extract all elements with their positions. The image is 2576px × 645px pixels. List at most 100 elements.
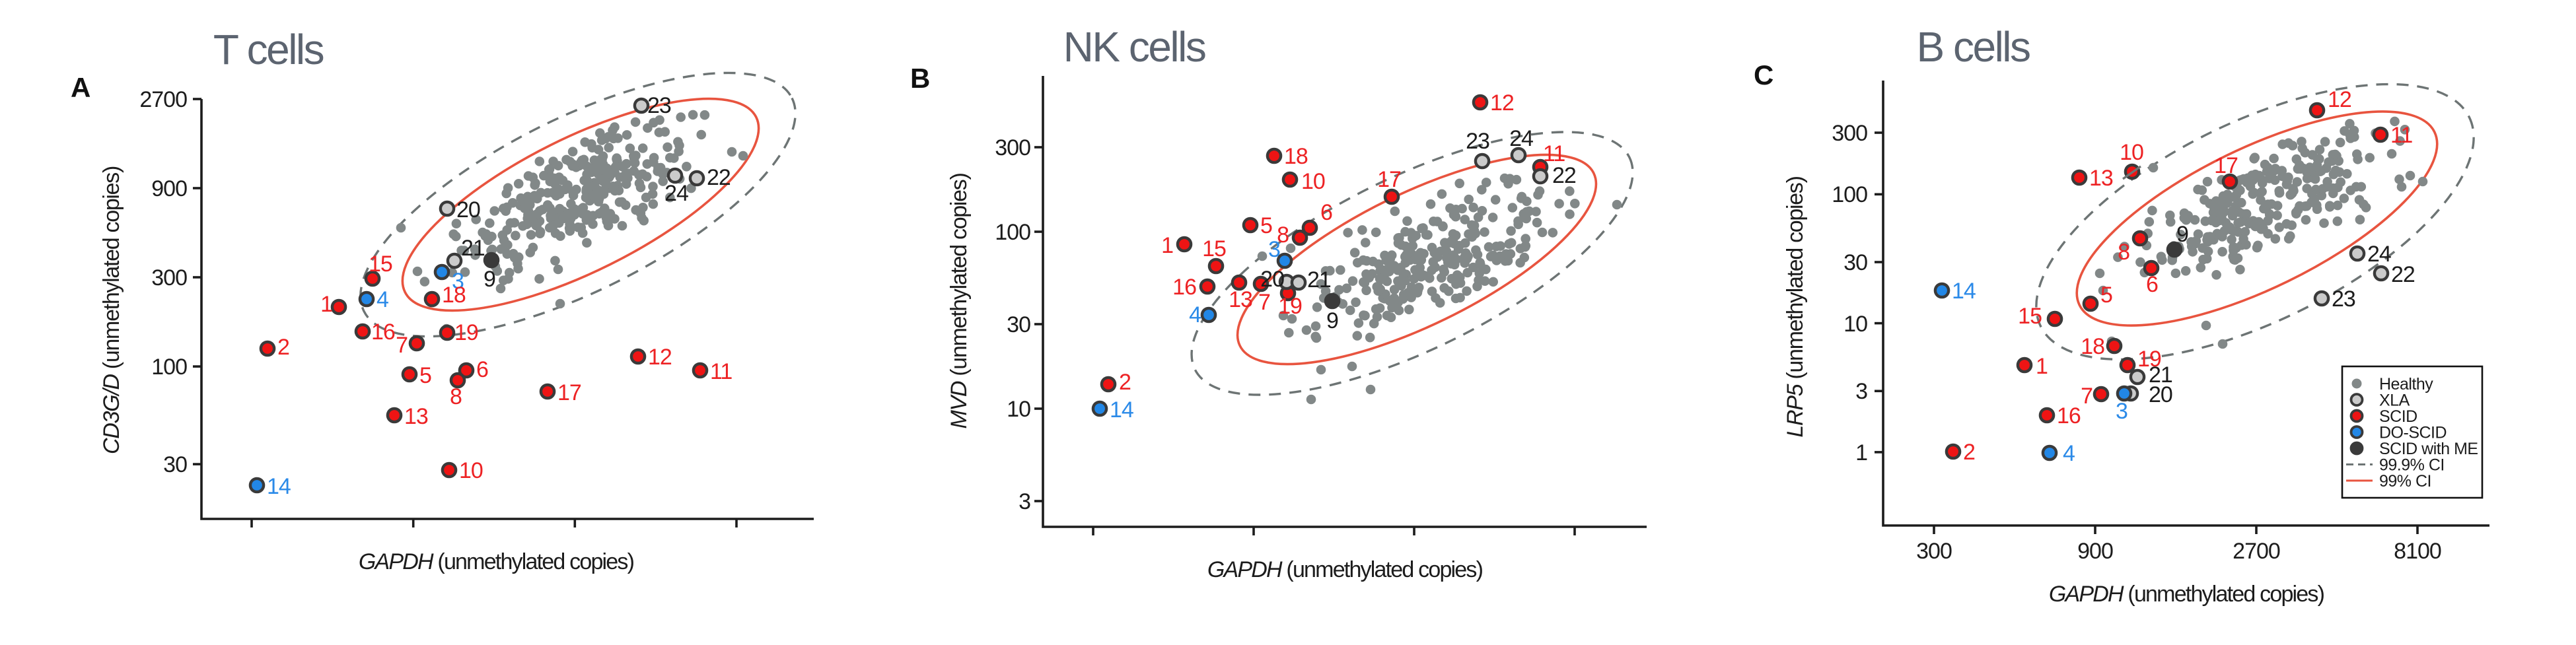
svg-text:17: 17 <box>2214 153 2238 178</box>
svg-text:7: 7 <box>1258 290 1270 315</box>
svg-text:300: 300 <box>995 135 1030 160</box>
svg-text:1: 1 <box>1855 440 1867 465</box>
svg-text:17: 17 <box>557 380 581 405</box>
svg-text:99% CI: 99% CI <box>2379 472 2431 491</box>
svg-text:10: 10 <box>1301 169 1325 194</box>
svg-text:10: 10 <box>1843 312 1867 337</box>
svg-text:SCID with ME: SCID with ME <box>2379 440 2478 458</box>
svg-text:GAPDH (unmethylated copies): GAPDH (unmethylated copies) <box>1207 557 1483 582</box>
svg-text:6: 6 <box>476 357 488 382</box>
svg-text:16: 16 <box>1172 275 1196 300</box>
svg-text:100: 100 <box>151 355 187 380</box>
svg-text:10: 10 <box>2120 140 2143 165</box>
svg-text:9: 9 <box>483 267 495 292</box>
svg-text:100: 100 <box>995 220 1030 245</box>
svg-text:9: 9 <box>1326 308 1338 333</box>
svg-text:MVD (unmethylated copies): MVD (unmethylated copies) <box>947 173 972 428</box>
svg-text:4: 4 <box>376 287 388 312</box>
svg-text:22: 22 <box>1552 163 1576 188</box>
svg-text:18: 18 <box>442 283 466 308</box>
svg-text:24: 24 <box>2367 242 2391 267</box>
svg-text:12: 12 <box>2328 87 2351 112</box>
svg-text:13: 13 <box>2089 166 2113 191</box>
svg-text:6: 6 <box>2146 272 2158 297</box>
svg-text:1: 1 <box>1161 233 1173 258</box>
svg-text:21: 21 <box>461 236 485 261</box>
svg-text:2: 2 <box>1119 370 1131 395</box>
svg-text:17: 17 <box>1377 167 1401 192</box>
svg-text:5: 5 <box>419 363 431 388</box>
svg-text:GAPDH (unmethylated copies): GAPDH (unmethylated copies) <box>359 549 634 574</box>
svg-text:7: 7 <box>396 333 408 358</box>
svg-text:900: 900 <box>151 176 187 201</box>
svg-text:5: 5 <box>1260 213 1272 238</box>
svg-text:19: 19 <box>2137 347 2161 372</box>
svg-text:8: 8 <box>1277 222 1289 248</box>
svg-text:30: 30 <box>1007 312 1030 337</box>
svg-text:18: 18 <box>2081 334 2104 359</box>
svg-text:NK cells: NK cells <box>1063 23 1205 71</box>
svg-text:19: 19 <box>454 320 478 345</box>
svg-text:18: 18 <box>1284 144 1308 169</box>
svg-text:T cells: T cells <box>213 26 324 73</box>
svg-text:12: 12 <box>648 345 672 370</box>
svg-text:30: 30 <box>1843 250 1867 275</box>
svg-text:30: 30 <box>163 452 187 477</box>
svg-text:XLA: XLA <box>2379 391 2410 410</box>
svg-text:8100: 8100 <box>2394 539 2441 564</box>
svg-text:16: 16 <box>371 320 395 345</box>
svg-text:C: C <box>1754 59 1773 90</box>
svg-text:15: 15 <box>2018 304 2042 329</box>
svg-text:14: 14 <box>267 474 291 499</box>
svg-text:A: A <box>71 72 90 103</box>
svg-text:12: 12 <box>1490 90 1514 116</box>
svg-text:13: 13 <box>404 404 428 429</box>
svg-text:B: B <box>910 63 930 94</box>
svg-text:2: 2 <box>1963 440 1975 465</box>
svg-text:4: 4 <box>2063 441 2075 466</box>
svg-text:24: 24 <box>1509 126 1533 151</box>
svg-text:100: 100 <box>1832 182 1867 207</box>
svg-text:19: 19 <box>1278 294 1302 319</box>
svg-text:15: 15 <box>1202 236 1226 261</box>
svg-text:14: 14 <box>1952 279 1976 304</box>
svg-text:24: 24 <box>664 181 688 206</box>
svg-text:11: 11 <box>1543 141 1565 166</box>
svg-text:20: 20 <box>2149 382 2172 407</box>
svg-text:23: 23 <box>1466 129 1489 154</box>
svg-text:22: 22 <box>2391 262 2415 287</box>
svg-text:14: 14 <box>1110 397 1133 423</box>
svg-text:300: 300 <box>1832 121 1867 146</box>
svg-text:22: 22 <box>707 165 731 190</box>
svg-text:20: 20 <box>456 197 480 222</box>
svg-text:CD3G/D (unmethylated copies): CD3G/D (unmethylated copies) <box>99 166 124 454</box>
svg-text:Healthy: Healthy <box>2379 375 2433 393</box>
svg-text:11: 11 <box>710 359 732 384</box>
svg-text:23: 23 <box>647 93 671 118</box>
svg-text:10: 10 <box>1007 397 1030 422</box>
svg-text:300: 300 <box>151 265 187 290</box>
svg-text:1: 1 <box>320 292 332 317</box>
svg-text:2700: 2700 <box>139 87 187 112</box>
svg-text:21: 21 <box>2149 362 2172 388</box>
svg-text:DO-SCID: DO-SCID <box>2379 424 2447 442</box>
svg-text:3: 3 <box>1855 379 1867 404</box>
svg-text:2700: 2700 <box>2233 539 2280 564</box>
svg-text:9: 9 <box>2176 222 2188 247</box>
svg-text:16: 16 <box>2057 403 2081 428</box>
svg-text:SCID: SCID <box>2379 407 2417 426</box>
svg-text:5: 5 <box>2100 283 2112 308</box>
svg-text:1: 1 <box>2036 354 2048 379</box>
svg-text:7: 7 <box>2081 384 2093 409</box>
svg-text:6: 6 <box>1320 200 1332 225</box>
svg-text:B cells: B cells <box>1917 23 2030 71</box>
svg-text:13: 13 <box>1229 287 1252 312</box>
svg-text:LRP5 (unmethylated copies): LRP5 (unmethylated copies) <box>1783 176 1808 437</box>
svg-text:2: 2 <box>277 335 289 360</box>
svg-text:23: 23 <box>2332 287 2355 312</box>
svg-text:20: 20 <box>1260 267 1284 292</box>
svg-text:900: 900 <box>2077 539 2113 564</box>
svg-text:21: 21 <box>1307 267 1331 292</box>
svg-text:8: 8 <box>2118 240 2129 265</box>
svg-text:300: 300 <box>1916 539 1952 564</box>
